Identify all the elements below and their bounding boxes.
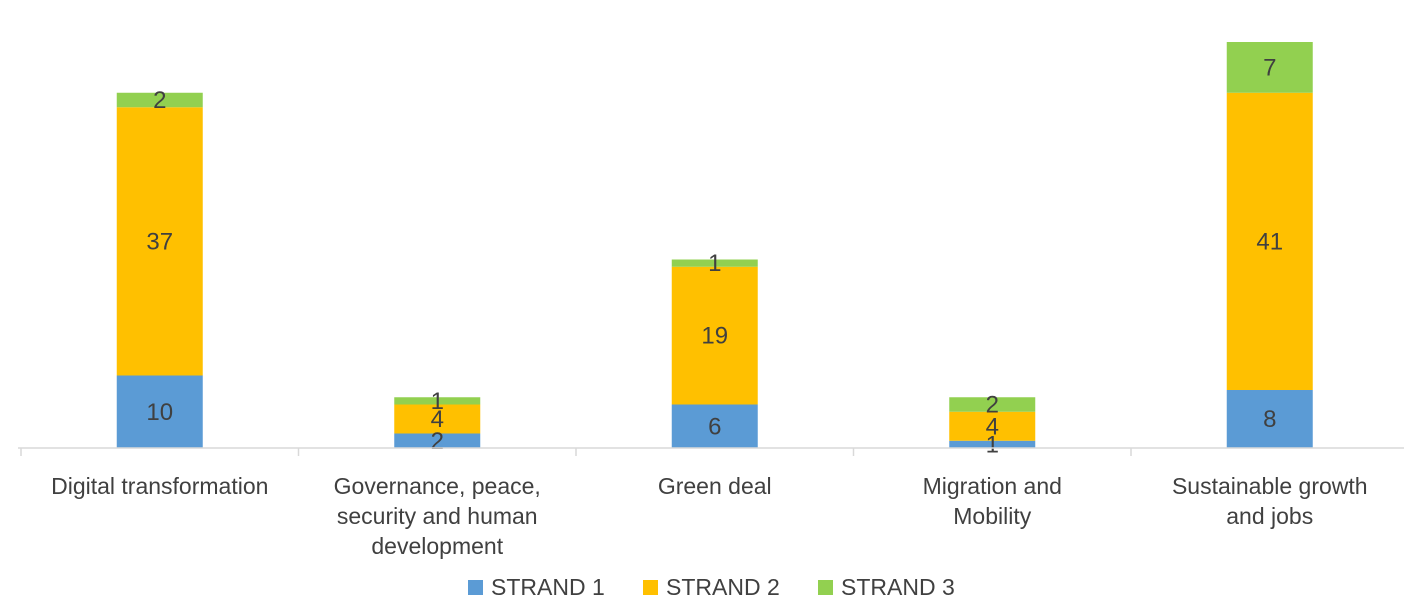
bar-segment-strand-2: [116, 107, 203, 376]
data-label: 7: [1263, 54, 1276, 81]
bar-segment-strand-3: [1226, 42, 1313, 93]
legend-item-strand-1: STRAND 1: [468, 574, 605, 600]
legend-swatch: [818, 580, 833, 595]
legend-swatch: [468, 580, 483, 595]
bar-segment-strand-3: [394, 397, 481, 405]
bar-segment-strand-2: [394, 404, 481, 434]
category-label: Sustainable growth and jobs: [1172, 473, 1368, 529]
legend-item-strand-3: STRAND 3: [818, 574, 955, 600]
data-label: 2: [986, 392, 999, 419]
legend-label: STRAND 1: [491, 574, 605, 600]
data-label: 6: [708, 413, 721, 440]
bar-segment-strand-2: [949, 411, 1036, 441]
bar-segment-strand-1: [949, 440, 1036, 448]
bar-segment-strand-3: [116, 92, 203, 108]
data-label: 4: [431, 406, 444, 433]
x-axis-ticks: [20, 448, 1132, 456]
data-label: 1: [708, 250, 721, 277]
legend: STRAND 1 STRAND 2 STRAND 3: [468, 574, 955, 600]
data-label: 10: [146, 399, 173, 426]
category-label: Governance, peace, security and human deve…: [334, 473, 541, 559]
data-label: 1: [431, 388, 444, 415]
bar-segment-strand-2: [1226, 92, 1313, 390]
data-label: 8: [1263, 406, 1276, 433]
legend-label: STRAND 3: [841, 574, 955, 600]
category-label: Green deal: [658, 473, 772, 499]
data-label: 19: [701, 323, 728, 350]
data-label: 1: [986, 431, 999, 458]
bar-segment-strand-1: [1226, 390, 1313, 448]
bar-segment-strand-3: [671, 259, 758, 267]
bars-layer: [116, 42, 1313, 448]
bar-segment-strand-1: [116, 375, 203, 448]
category-label: Migration and Mobility: [923, 473, 1062, 529]
bar-segment-strand-3: [949, 397, 1036, 412]
category-label: Digital transformation: [51, 473, 268, 499]
legend-label: STRAND 2: [666, 574, 780, 600]
legend-swatch: [643, 580, 658, 595]
data-label: 37: [146, 228, 173, 255]
data-label: 2: [153, 87, 166, 114]
bar-segment-strand-1: [671, 404, 758, 448]
data-label: 4: [986, 413, 999, 440]
x-axis-category-labels: Digital transformation Governance, peace,…: [51, 473, 1367, 559]
bar-segment-strand-2: [671, 266, 758, 405]
bar-segment-strand-1: [394, 433, 481, 448]
legend-item-strand-2: STRAND 2: [643, 574, 780, 600]
data-label: 41: [1256, 228, 1283, 255]
